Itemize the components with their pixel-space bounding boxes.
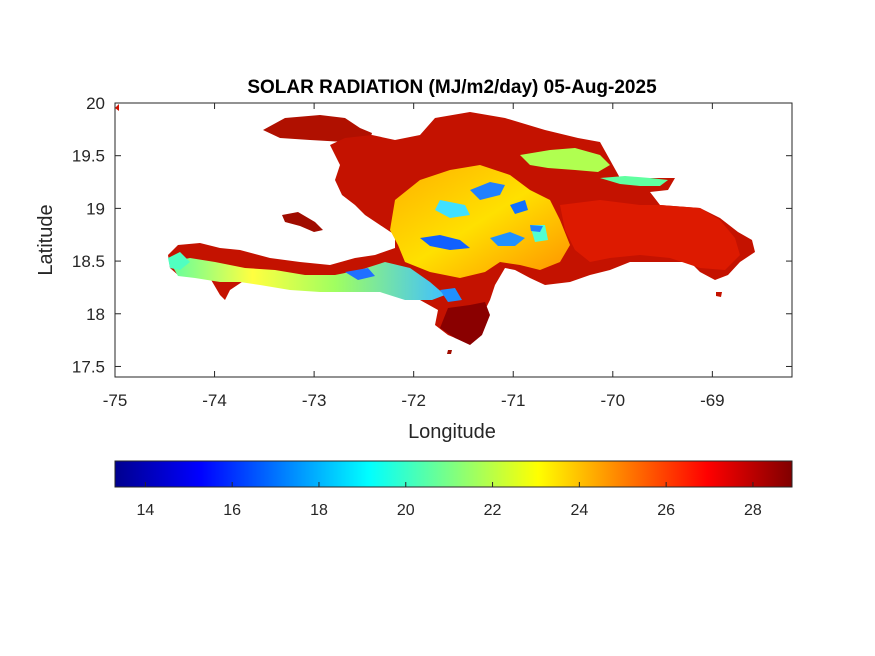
colorbar-tick-label: 26: [657, 502, 675, 519]
colorbar: [114, 460, 793, 488]
x-axis-ticks: -75 -74 -73 -72 -71 -70 -69: [103, 103, 725, 410]
colorbar-tick-label: 22: [484, 502, 502, 519]
y-tick-label: 18: [86, 305, 105, 324]
tortuga-island: [263, 115, 372, 142]
central-plateau-region: [390, 165, 570, 278]
cordillera-blue-3: [490, 232, 525, 246]
colorbar-tick-label: 14: [136, 502, 154, 519]
x-tick-label: -73: [302, 391, 327, 410]
haiti-south-blue-2: [440, 288, 462, 302]
cordillera-blue-1: [470, 182, 505, 200]
beata-island: [447, 350, 452, 354]
x-tick-label: -75: [103, 391, 128, 410]
x-tick-label: -72: [401, 391, 426, 410]
saona-island: [716, 292, 722, 297]
cordillera-cyan-1: [435, 200, 470, 218]
north-coast-strip: [600, 176, 668, 186]
y-tick-label: 20: [86, 94, 105, 113]
x-axis-title: Longitude: [408, 421, 496, 443]
barahona-region: [440, 302, 490, 345]
colorbar-tick-label: 16: [223, 502, 241, 519]
colorbar-tick-label: 28: [744, 502, 762, 519]
cibao-valley-region: [520, 148, 610, 172]
map-layer: [115, 104, 755, 354]
y-tick-label: 19: [86, 199, 105, 218]
cordillera-blue-4: [510, 200, 528, 214]
haiti-west-cyan: [168, 252, 190, 270]
cordillera-blue-2: [420, 235, 470, 250]
haiti-south-region: [170, 258, 445, 300]
plot-title: SOLAR RADIATION (MJ/m2/day) 05-Aug-2025: [247, 77, 657, 98]
colorbar-tick-label: 24: [570, 502, 588, 519]
haiti-south-blue: [345, 268, 375, 280]
x-tick-label: -71: [501, 391, 526, 410]
colorbar-ticks: 14 16 18 20 22 24 26 28: [136, 482, 762, 519]
colorbar-tick-label: 20: [397, 502, 415, 519]
colorbar-tick-label: 18: [310, 502, 328, 519]
y-tick-label: 18.5: [72, 252, 105, 271]
x-tick-label: -69: [700, 391, 725, 410]
corner-islet: [115, 104, 119, 111]
x-tick-label: -74: [202, 391, 227, 410]
y-tick-label: 17.5: [72, 357, 105, 376]
y-axis-ticks: 17.5 18 18.5 19 19.5 20: [72, 94, 792, 376]
gonave-island: [282, 212, 323, 232]
y-axis-title: Latitude: [35, 204, 57, 275]
cordillera-blue-5: [530, 225, 543, 232]
y-tick-label: 19.5: [72, 147, 105, 166]
dominican-east-region: [560, 200, 740, 270]
x-tick-label: -70: [601, 391, 626, 410]
